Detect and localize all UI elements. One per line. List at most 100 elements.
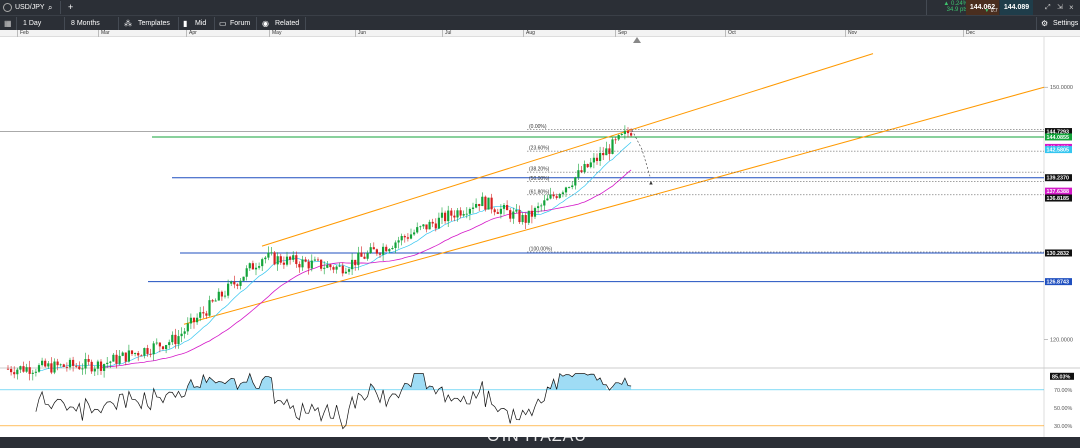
- close-icon[interactable]: ×: [1069, 3, 1074, 12]
- candle-body: [571, 185, 574, 188]
- candle-body: [220, 291, 223, 297]
- candle-body: [230, 281, 233, 284]
- bid-price-box[interactable]: 144.062: [966, 0, 999, 15]
- ask-price-box[interactable]: 144.089: [1000, 0, 1033, 15]
- mid-button[interactable]: Mid: [195, 20, 207, 27]
- rsi-tick-label: 50.00%: [1054, 406, 1072, 412]
- candle-body: [261, 259, 264, 267]
- price-label-text: 144.7293: [1047, 130, 1069, 136]
- candle-body: [34, 371, 37, 373]
- candle-body: [130, 350, 134, 354]
- candle-body: [68, 359, 72, 368]
- candle-body: [307, 261, 310, 269]
- candle-body: [493, 209, 496, 213]
- price-label-text: 130.2832: [1047, 251, 1069, 257]
- interval-select[interactable]: 1 Day: [23, 20, 42, 27]
- rsi-overbought-fill: [547, 373, 607, 390]
- layout-icon[interactable]: ▦: [4, 19, 12, 28]
- settings-button[interactable]: Settings: [1053, 20, 1079, 27]
- candle-body: [623, 130, 626, 134]
- month-label: Nov: [848, 30, 857, 36]
- candle-body: [276, 256, 279, 265]
- projection-line: [631, 129, 651, 177]
- candle-body: [533, 208, 537, 217]
- channel-lower-line: [183, 86, 1045, 325]
- price-chart[interactable]: ▲ (0.00%) (23.60%) (38.20%) (50.00%) (61.80%…: [0, 37, 1080, 437]
- candle-body: [168, 342, 171, 346]
- candle-body: [388, 249, 391, 252]
- candle-body: [537, 206, 540, 209]
- candle-body: [53, 361, 56, 373]
- detach-icon[interactable]: ⇲: [1057, 4, 1063, 11]
- candle-body: [183, 331, 186, 334]
- candle-body: [44, 360, 47, 367]
- candle-body: [196, 317, 199, 323]
- price-tick-label: 120.0000: [1050, 337, 1073, 343]
- price-label-text: 144.0855: [1047, 135, 1069, 141]
- templates-button[interactable]: Templates: [138, 20, 170, 27]
- candle-body: [248, 263, 251, 269]
- candle-body: [561, 192, 564, 195]
- candle-body: [217, 291, 220, 301]
- related-icon: ◉: [262, 19, 269, 28]
- candle-body: [456, 210, 459, 218]
- candle-body: [273, 252, 276, 265]
- candle-body: [592, 157, 595, 163]
- candle-body: [254, 267, 258, 270]
- search-icon[interactable]: ⌕: [48, 3, 53, 12]
- candle-body: [47, 363, 50, 367]
- range-select[interactable]: 8 Months: [71, 20, 100, 27]
- related-button[interactable]: Related: [275, 20, 300, 27]
- candle-body: [375, 249, 378, 254]
- candle-body: [258, 266, 261, 268]
- candle-body: [103, 364, 106, 371]
- candle-body: [267, 252, 270, 258]
- projection-marker: ▲: [648, 181, 654, 187]
- month-tick: [17, 30, 18, 37]
- candle-body: [431, 221, 434, 224]
- candle-body: [620, 133, 623, 135]
- add-tab-icon[interactable]: +: [68, 2, 74, 12]
- candle-body: [211, 300, 214, 302]
- candle-body: [112, 354, 115, 362]
- candle-body: [453, 215, 456, 218]
- candle-body: [22, 366, 25, 372]
- top-bar: USD/JPY ⌕ + ▲ 0.24% 34.9 pts 144.062 ▼ 0…: [0, 0, 1080, 21]
- candle-body: [78, 366, 81, 370]
- candle-body: [595, 157, 599, 161]
- bid-price: 144.062: [969, 4, 996, 11]
- candle-body: [499, 208, 502, 214]
- candle-body: [540, 205, 543, 207]
- candle-body: [391, 248, 394, 250]
- candle-body: [155, 342, 158, 344]
- gear-icon[interactable]: ⚙: [1041, 19, 1049, 28]
- divider: [16, 17, 17, 30]
- candle-body: [444, 212, 447, 222]
- candle-body: [90, 361, 93, 372]
- candle-body: [152, 343, 155, 355]
- rsi-current-label: 85.03%: [1050, 372, 1074, 380]
- candle-body: [605, 148, 608, 156]
- candle-body: [372, 247, 375, 250]
- candle-body: [295, 255, 298, 265]
- divider: [118, 17, 119, 30]
- divider: [256, 17, 257, 30]
- candle-body: [124, 352, 127, 362]
- candle-body: [400, 236, 403, 241]
- candle-body: [530, 210, 533, 217]
- price-label-bg: [1045, 194, 1072, 202]
- candle-body: [341, 265, 344, 274]
- symbol-label[interactable]: USD/JPY: [15, 4, 45, 11]
- scroll-marker-icon[interactable]: [633, 37, 641, 43]
- templates-icon: ⁂: [124, 19, 132, 28]
- candle-body: [106, 362, 109, 365]
- candle-body: [282, 262, 285, 265]
- candle-body: [25, 367, 28, 372]
- candle-body: [332, 267, 335, 270]
- price-type-icon: ▮: [183, 19, 188, 28]
- expand-icon[interactable]: ⤢: [1045, 4, 1051, 11]
- candle-body: [84, 359, 87, 369]
- candle-body: [115, 354, 118, 364]
- candle-body: [10, 368, 13, 373]
- forum-button[interactable]: Forum: [230, 20, 251, 27]
